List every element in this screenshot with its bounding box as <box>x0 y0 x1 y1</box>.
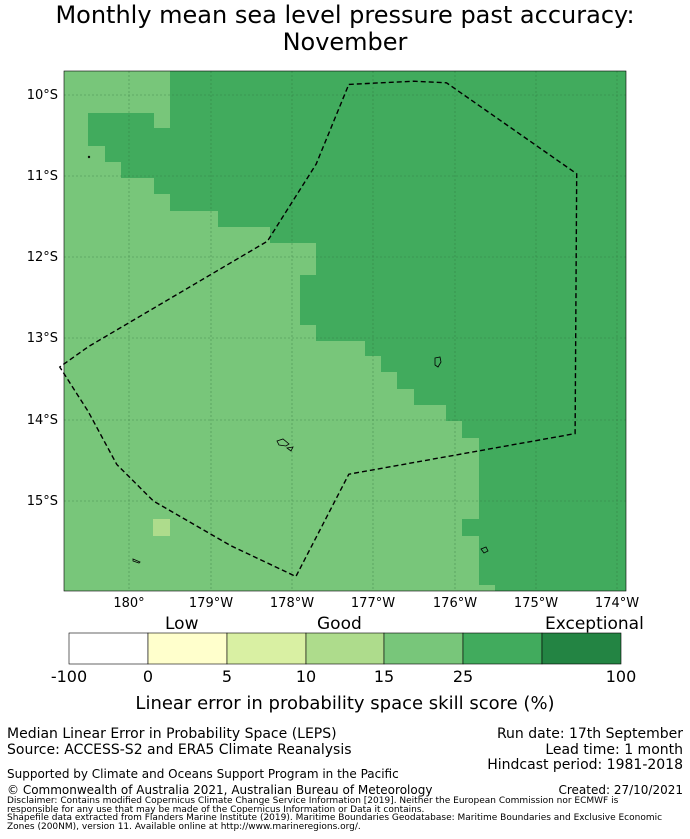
lon-label-177w: 177°W <box>351 596 395 611</box>
colorbar-segment-2 <box>147 632 228 665</box>
lon-label-180: 180° <box>113 596 144 611</box>
footer-lead-time: Lead time: 1 month <box>545 742 683 758</box>
island-outlines <box>87 155 489 564</box>
gridlines <box>64 71 626 591</box>
title-line-1: Monthly mean sea level pressure past acc… <box>55 1 635 29</box>
colorbar-segment-4 <box>305 632 385 665</box>
colorbar-tick: 25 <box>452 667 474 686</box>
island-5 <box>87 155 91 159</box>
disclaimer-line-3: Shapefile data extracted from Flanders M… <box>7 813 663 823</box>
colorbar-tick: 10 <box>295 667 317 686</box>
lat-label-14s: 14°S <box>27 413 58 428</box>
chart-title: Monthly mean sea level pressure past acc… <box>0 2 690 56</box>
colorbar-tick: 0 <box>142 667 154 686</box>
colorbar-tick: 5 <box>221 667 233 686</box>
colorbar-category-low: Low <box>165 614 199 634</box>
colorbar-label: Linear error in probability space skill … <box>135 693 555 714</box>
map-frame <box>63 70 627 592</box>
title-line-2: November <box>282 28 408 56</box>
disclaimer-line-2: responsible for any use that may be made… <box>7 805 425 815</box>
footer-created: Created: 27/10/2021 <box>558 783 683 797</box>
footer-method: Median Linear Error in Probability Space… <box>7 726 337 742</box>
lon-label-175w: 175°W <box>514 596 558 611</box>
colorbar <box>68 632 622 665</box>
skill-region-25-35 <box>88 71 626 591</box>
eez-boundary <box>58 80 578 578</box>
disclaimer-line-1: Disclaimer: Contains modified Copernicus… <box>7 796 619 806</box>
lon-label-174w: 174°W <box>595 596 639 611</box>
footer-hindcast-period: Hindcast period: 1981-2018 <box>487 757 683 773</box>
island-1 <box>434 356 442 368</box>
lat-label-13s: 13°S <box>27 331 58 346</box>
skill-cell-10-15 <box>153 519 170 536</box>
skill-map: 10°S 11°S 12°S 13°S 14°S 15°S 180° 179°W… <box>27 70 639 665</box>
colorbar-category-exceptional: Exceptional <box>545 614 644 634</box>
colorbar-segment-7 <box>541 632 622 665</box>
island-3 <box>480 546 489 554</box>
colorbar-category-good: Good <box>317 614 362 634</box>
lat-label-11s: 11°S <box>27 169 58 184</box>
island-2 <box>276 438 294 452</box>
lat-label-12s: 12°S <box>27 250 58 265</box>
colorbar-tick: 100 <box>605 667 637 686</box>
colorbar-tick: -100 <box>50 667 88 686</box>
footer-copyright: © Commonwealth of Australia 2021, Austra… <box>7 783 433 797</box>
lon-label-176w: 176°W <box>433 596 477 611</box>
disclaimer-line-4: Zones (200NM), version 11. Available onl… <box>7 822 361 832</box>
lat-label-15s: 15°S <box>27 494 58 509</box>
footer-run-date: Run date: 17th September <box>496 726 683 742</box>
colorbar-segment-3 <box>226 632 307 665</box>
footer-support: Supported by Climate and Oceans Support … <box>7 767 399 781</box>
colorbar-segment-6 <box>462 632 543 665</box>
lon-label-178w: 178°W <box>270 596 314 611</box>
footer-source: Source: ACCESS-S2 and ERA5 Climate Reana… <box>7 742 352 758</box>
lat-label-10s: 10°S <box>27 88 58 103</box>
colorbar-segment-5 <box>383 632 464 665</box>
colorbar-tick: 15 <box>373 667 395 686</box>
island-4 <box>132 558 141 564</box>
colorbar-segment-1 <box>68 632 149 665</box>
lon-label-179w: 179°W <box>189 596 233 611</box>
